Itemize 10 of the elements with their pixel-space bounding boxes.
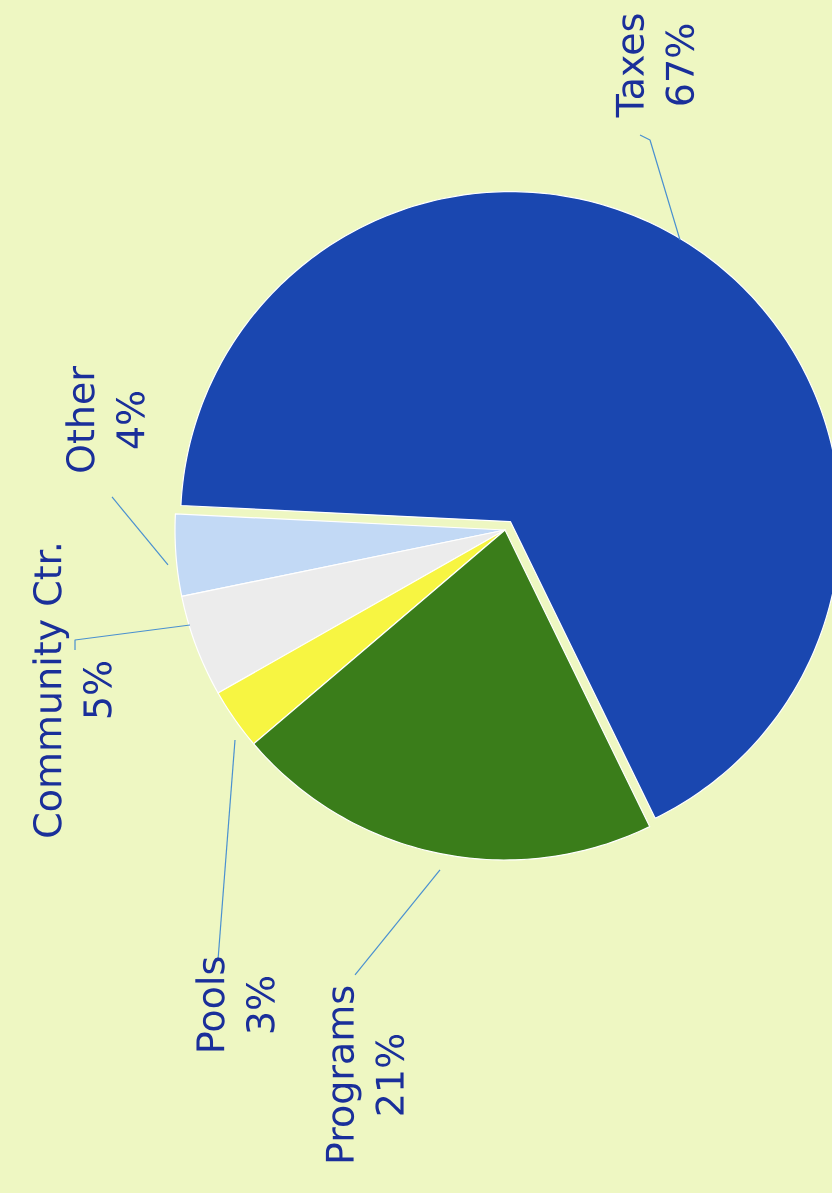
slice-label: Pools: [195, 957, 225, 1051]
data-label: 4%: [115, 391, 145, 449]
data-label: 67%: [665, 24, 695, 105]
slice-label: Other: [65, 366, 95, 472]
slice-label: Programs: [325, 986, 362, 1162]
data-label: 21%: [375, 1034, 405, 1115]
slice-label: Taxes: [615, 14, 645, 118]
slice-label: Community Ctr.: [32, 545, 70, 837]
data-label: 5%: [82, 661, 112, 718]
data-label: 3%: [245, 976, 275, 1033]
